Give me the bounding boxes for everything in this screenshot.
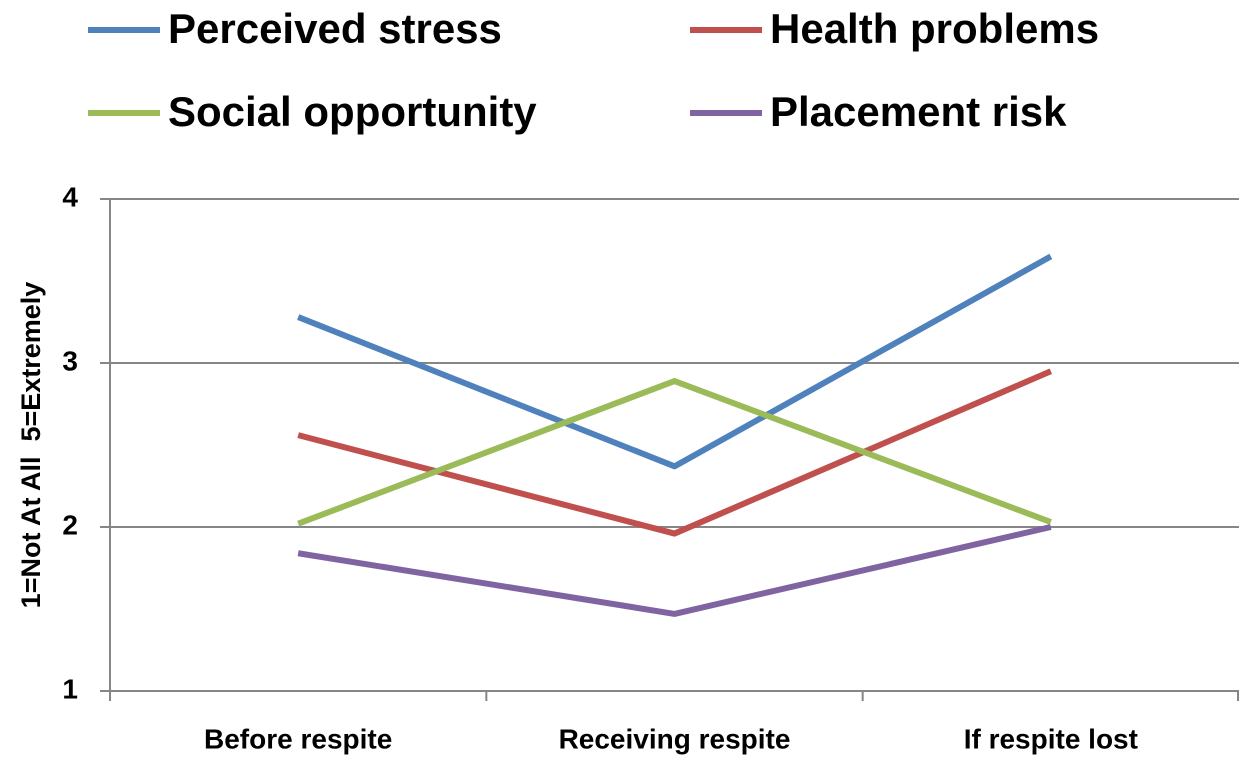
legend-label: Health problems (770, 5, 1099, 52)
y-axis-label: 1=Not At All 5=Extremely (16, 282, 46, 609)
y-tick-label: 2 (62, 509, 78, 540)
legend-label: Perceived stress (168, 5, 502, 52)
x-tick-label: Before respite (204, 723, 392, 754)
series-line (297, 253, 1053, 470)
y-tick-label: 4 (62, 181, 78, 212)
series-line (297, 368, 1053, 537)
series-line (297, 524, 1052, 617)
series-line (297, 378, 1052, 527)
y-tick-label: 3 (62, 345, 78, 376)
legend-label: Placement risk (770, 88, 1067, 135)
y-tick-label: 1 (62, 673, 78, 704)
x-tick-label: Receiving respite (559, 723, 791, 754)
legend-label: Social opportunity (168, 88, 537, 135)
x-tick-label: If respite lost (964, 723, 1138, 754)
